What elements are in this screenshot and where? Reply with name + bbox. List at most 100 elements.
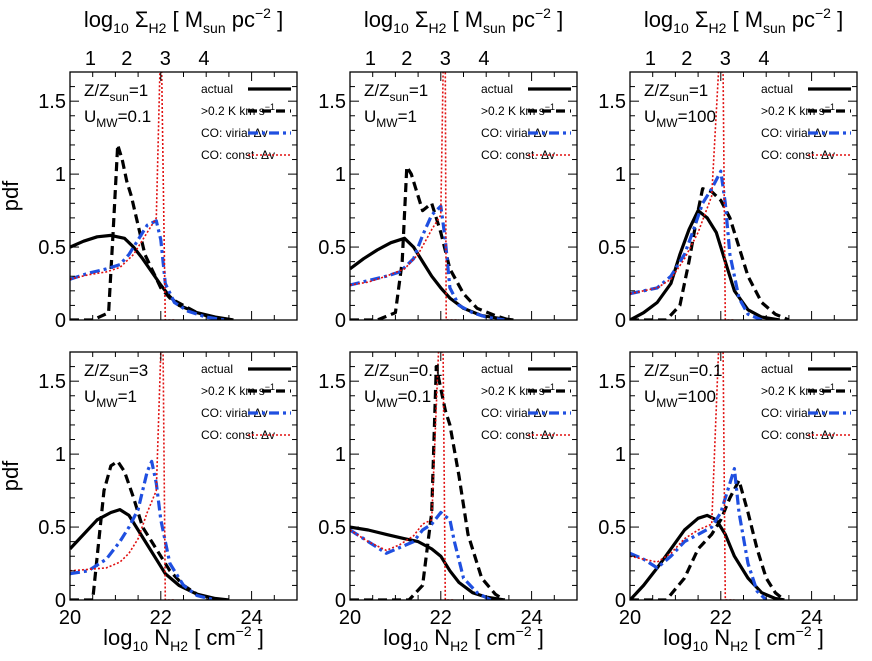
y-tick-label: 1 bbox=[615, 164, 626, 186]
panel-3: 0 0.5 1 1.5 1 2 3 4 Z/Zsun=1 UMW=100 actual >0.2 K … bbox=[598, 48, 858, 332]
series-group bbox=[350, 352, 506, 600]
legend-label-virial: CO: virial Δv bbox=[201, 406, 268, 420]
y-tick-label: 1 bbox=[335, 444, 346, 466]
series-line-co-virial-v bbox=[630, 169, 763, 320]
panel-1: 0 0.5 1 1.5 1 2 3 4 Z/Zsun=1 UMW=0.1 actual >0.2 K … bbox=[38, 48, 298, 332]
top-tick-label: 3 bbox=[440, 48, 451, 70]
x-tick-label: 22 bbox=[430, 607, 452, 629]
legend-label-const: CO: const. Δv bbox=[201, 428, 275, 442]
series-line-actual bbox=[630, 209, 781, 320]
top-tick-label: 1 bbox=[645, 48, 656, 70]
panel-2: 0 0.5 1 1.5 1 2 3 4 Z/Zsun=1 UMW=1 actual >0.2 K km… bbox=[318, 48, 578, 332]
legend-label-actual: actual bbox=[201, 362, 233, 376]
bottom-axis-title: log10 NH2 [ cm−2 ] bbox=[663, 623, 824, 654]
top-tick-label: 2 bbox=[121, 48, 132, 70]
x-tick-label: 22 bbox=[150, 607, 172, 629]
x-tick-label: 24 bbox=[800, 607, 822, 629]
x-tick-label: 22 bbox=[710, 607, 732, 629]
series-line-co-const-v bbox=[630, 72, 735, 320]
series-line-co-virial-v bbox=[350, 510, 492, 600]
panels: 0 0.5 1 1.5 1 2 3 4 Z/Zsun=1 UMW=0.1 actual >0.2 K … bbox=[38, 48, 858, 629]
metallicity-annotation: Z/Zsun=1 bbox=[364, 81, 428, 104]
y-tick-label: 0 bbox=[335, 310, 346, 332]
metallicity-annotation: Z/Zsun=0.1 bbox=[644, 361, 722, 384]
legend-label-virial: CO: virial Δv bbox=[201, 126, 268, 140]
y-tick-label: 1.5 bbox=[318, 91, 346, 113]
series-line-co-virial-v bbox=[70, 219, 225, 320]
y-tick-label: 0 bbox=[615, 310, 626, 332]
top-tick-label: 4 bbox=[478, 48, 489, 70]
legend-label-virial: CO: virial Δv bbox=[761, 126, 828, 140]
radiation-field-annotation: UMW=100 bbox=[644, 387, 716, 410]
series-line--0-2-k-km-s-1 bbox=[350, 365, 506, 600]
series-group bbox=[70, 352, 230, 600]
top-axis-title: log10 ΣH2 [ Msun pc−2 ] bbox=[84, 5, 283, 36]
x-tick-label: 20 bbox=[59, 607, 81, 629]
y-tick-label: 1.5 bbox=[598, 91, 626, 113]
y-tick-label: 1.5 bbox=[598, 371, 626, 393]
bottom-axis-title: log10 NH2 [ cm−2 ] bbox=[383, 623, 544, 654]
series-line-actual bbox=[70, 508, 230, 600]
top-tick-label: 1 bbox=[85, 48, 96, 70]
y-tick-label: 0.5 bbox=[318, 237, 346, 259]
series-line-co-const-v bbox=[630, 352, 735, 600]
legend-label-actual: actual bbox=[481, 82, 513, 96]
legend-label-const: CO: const. Δv bbox=[761, 148, 835, 162]
panel-5: 0 0.5 1 1.5 20 22 24 Z/Zsun=0.1 UMW=0.1 actual >0.… bbox=[318, 351, 578, 629]
top-axis-titles: log10 ΣH2 [ Msun pc−2 ] log10 ΣH2 [ Msun … bbox=[84, 5, 843, 36]
radiation-field-annotation: UMW=0.1 bbox=[84, 107, 151, 130]
series-line-co-virial-v bbox=[630, 467, 768, 600]
y-tick-label: 1 bbox=[55, 164, 66, 186]
legend: actual >0.2 K km s−1 CO: virial Δv CO: cons… bbox=[201, 82, 291, 162]
y-tick-label: 0 bbox=[615, 590, 626, 612]
legend-label-const: CO: const. Δv bbox=[201, 148, 275, 162]
metallicity-annotation: Z/Zsun=0.1 bbox=[364, 361, 442, 384]
metallicity-annotation: Z/Zsun=1 bbox=[84, 81, 148, 104]
legend: actual >0.2 K km s−1 CO: virial Δv CO: cons… bbox=[761, 82, 851, 162]
y-axis-label: pdf bbox=[0, 460, 23, 491]
y-axis-labels: pdf pdf bbox=[0, 180, 23, 491]
legend-label-threshold: >0.2 K km s−1 bbox=[481, 382, 555, 398]
y-tick-label: 0.5 bbox=[598, 517, 626, 539]
legend-label-actual: actual bbox=[201, 82, 233, 96]
series-line-actual bbox=[350, 525, 505, 600]
y-tick-label: 1 bbox=[335, 164, 346, 186]
top-tick-label: 3 bbox=[720, 48, 731, 70]
series-line--0-2-k-km-s-1 bbox=[630, 187, 790, 320]
legend-label-threshold: >0.2 K km s−1 bbox=[761, 102, 835, 118]
series-group bbox=[630, 72, 790, 320]
top-tick-label: 1 bbox=[365, 48, 376, 70]
legend-label-threshold: >0.2 K km s−1 bbox=[201, 102, 275, 118]
bottom-axis-title: log10 NH2 [ cm−2 ] bbox=[103, 623, 264, 654]
series-line-co-const-v bbox=[70, 72, 175, 320]
top-tick-label: 2 bbox=[401, 48, 412, 70]
legend-label-threshold: >0.2 K km s−1 bbox=[761, 382, 835, 398]
series-line-co-const-v bbox=[350, 72, 459, 320]
radiation-field-annotation: UMW=0.1 bbox=[364, 387, 431, 410]
bottom-axis-titles: log10 NH2 [ cm−2 ] log10 NH2 [ cm−2 ] log1… bbox=[103, 623, 824, 654]
radiation-field-annotation: UMW=1 bbox=[364, 107, 417, 130]
legend-label-threshold: >0.2 K km s−1 bbox=[481, 102, 555, 118]
legend-label-const: CO: const. Δv bbox=[481, 428, 555, 442]
y-tick-label: 0 bbox=[55, 590, 66, 612]
y-tick-label: 0 bbox=[55, 310, 66, 332]
y-tick-label: 1.5 bbox=[318, 371, 346, 393]
top-tick-label: 4 bbox=[198, 48, 209, 70]
y-tick-label: 1 bbox=[55, 444, 66, 466]
radiation-field-annotation: UMW=100 bbox=[644, 107, 716, 130]
y-tick-label: 0.5 bbox=[318, 517, 346, 539]
series-line-co-const-v bbox=[350, 352, 455, 600]
y-axis-label: pdf bbox=[0, 180, 23, 211]
panel-4: 0 0.5 1 1.5 20 22 24 Z/Zsun=3 UMW=1 actual >0.2 K … bbox=[38, 351, 298, 629]
radiation-field-annotation: UMW=1 bbox=[84, 387, 137, 410]
y-tick-label: 1.5 bbox=[38, 371, 66, 393]
x-tick-label: 24 bbox=[240, 607, 262, 629]
legend-label-threshold: >0.2 K km s−1 bbox=[201, 382, 275, 398]
series-line-actual bbox=[70, 233, 234, 320]
legend: actual >0.2 K km s−1 CO: virial Δv CO: cons… bbox=[201, 362, 291, 442]
metallicity-annotation: Z/Zsun=3 bbox=[84, 361, 148, 384]
x-tick-label: 20 bbox=[339, 607, 361, 629]
y-tick-label: 1 bbox=[615, 444, 626, 466]
x-tick-label: 24 bbox=[520, 607, 542, 629]
